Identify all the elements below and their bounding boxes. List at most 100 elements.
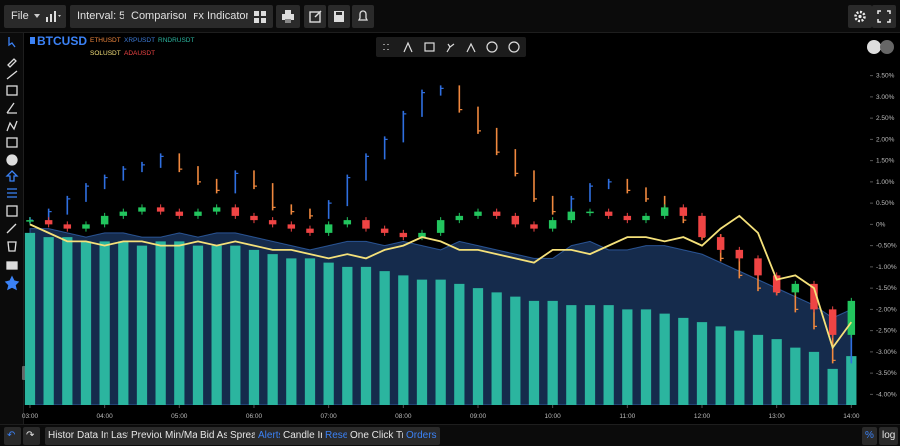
fib-tool[interactable] xyxy=(6,137,18,148)
line xyxy=(29,214,853,350)
column xyxy=(827,368,838,405)
x-tick-label: 09:00 xyxy=(470,413,487,420)
collapse-button[interactable] xyxy=(867,40,881,54)
pattern-tool[interactable] xyxy=(6,120,18,132)
percent-button[interactable]: % xyxy=(862,427,877,445)
popout-button[interactable] xyxy=(304,5,326,28)
column xyxy=(584,305,596,405)
candle-body xyxy=(754,258,762,276)
emoji-tool[interactable] xyxy=(6,154,18,166)
column xyxy=(360,266,372,405)
measure-tool[interactable] xyxy=(7,188,17,198)
legend-entry: XRPUSDT xyxy=(124,37,155,44)
last-button[interactable]: Last xyxy=(108,427,133,445)
y-tick-label: 1.50% xyxy=(876,158,895,165)
gear-icon xyxy=(854,10,866,23)
settings-button[interactable] xyxy=(848,5,872,28)
arrow-tool[interactable] xyxy=(5,170,19,182)
fullscreen-button[interactable] xyxy=(872,5,896,28)
lock-tool[interactable] xyxy=(6,261,18,270)
candle-body xyxy=(455,215,464,221)
column xyxy=(230,245,241,405)
column xyxy=(696,322,708,405)
candle-body xyxy=(82,224,90,229)
left-toolbar xyxy=(0,33,24,424)
ohlc-bar xyxy=(271,183,276,211)
ohlc-bar xyxy=(645,187,649,202)
ohlc-bar xyxy=(439,85,444,96)
previous-button[interactable]: Previous xyxy=(128,427,173,445)
ohlc-bar xyxy=(551,195,556,215)
delete-tool[interactable] xyxy=(7,241,17,252)
file-menu[interactable]: File xyxy=(4,5,47,28)
y-tick-label: 3.00% xyxy=(876,94,895,101)
orders-button[interactable]: Orders xyxy=(403,427,440,445)
candle-body xyxy=(156,207,165,212)
note-tool[interactable] xyxy=(6,205,18,217)
ohlc-bar xyxy=(253,170,257,190)
sync-button[interactable] xyxy=(880,40,894,54)
redo-button[interactable]: ↷ xyxy=(23,427,40,445)
column xyxy=(323,262,334,405)
candle-body xyxy=(660,207,669,216)
save-button[interactable] xyxy=(328,5,350,28)
bell-icon xyxy=(357,10,369,21)
ohlc-bar xyxy=(122,166,127,181)
bid-ask-button[interactable]: Bid Ask xyxy=(197,427,237,445)
ohlc-bar xyxy=(327,200,332,219)
column xyxy=(24,232,36,405)
brush-tool[interactable] xyxy=(6,223,17,234)
cursor-tool[interactable] xyxy=(8,37,16,48)
ohlc-bar xyxy=(178,153,183,173)
ohlc-bar xyxy=(234,170,239,194)
plot-area xyxy=(24,85,857,405)
ohlc-bar xyxy=(533,170,537,202)
candle-body xyxy=(474,211,482,216)
column xyxy=(267,254,278,405)
ohlc-bar xyxy=(383,136,388,160)
legend-entry: ETHUSDT xyxy=(90,37,121,44)
column xyxy=(715,326,726,405)
angle-tool[interactable] xyxy=(6,102,17,114)
column xyxy=(659,313,670,405)
x-tick-label: 04:00 xyxy=(97,413,114,420)
column xyxy=(510,296,521,405)
x-tick-label: 07:00 xyxy=(321,413,338,420)
reset-button[interactable]: Reset xyxy=(322,427,355,445)
candle-body xyxy=(623,215,632,221)
ohlc-bar xyxy=(589,183,593,202)
favorite-tool[interactable] xyxy=(4,275,20,291)
alerts-button[interactable]: Alerts xyxy=(255,427,287,445)
rect-tool[interactable] xyxy=(6,85,18,96)
line-tool[interactable] xyxy=(6,70,18,80)
print-button[interactable] xyxy=(276,5,300,28)
candle-body xyxy=(492,211,501,216)
column xyxy=(771,339,782,405)
y-tick-label: 0% xyxy=(876,221,886,228)
candle-body xyxy=(250,215,258,221)
x-tick-label: 13:00 xyxy=(769,413,786,420)
chart-type-button[interactable] xyxy=(40,5,66,28)
column xyxy=(678,317,689,405)
ohlc-bar xyxy=(514,149,519,177)
column xyxy=(43,237,54,405)
popout-icon xyxy=(309,10,322,23)
candle-body xyxy=(772,275,781,293)
y-tick-label: -2.00% xyxy=(876,306,897,313)
column xyxy=(136,245,148,405)
chart: BTCUSD 3.50% 3.00% 2.50% 2.00% 1.50% 1.00% 0.5… xyxy=(22,34,897,420)
history-button[interactable]: History xyxy=(45,427,83,445)
min-max-button[interactable]: Min/Max xyxy=(162,427,206,445)
column xyxy=(342,266,353,405)
column xyxy=(286,258,297,405)
drawing-toolbar-icons xyxy=(383,41,520,53)
y-tick-label: 2.50% xyxy=(876,115,895,122)
pen-tool[interactable] xyxy=(7,58,17,68)
log-button[interactable]: log xyxy=(879,427,899,445)
layout-button[interactable] xyxy=(248,5,272,28)
alert-button[interactable] xyxy=(352,5,374,28)
legend-entry: ADAUSDT xyxy=(124,50,155,57)
undo-button[interactable]: ↶ xyxy=(4,427,21,445)
